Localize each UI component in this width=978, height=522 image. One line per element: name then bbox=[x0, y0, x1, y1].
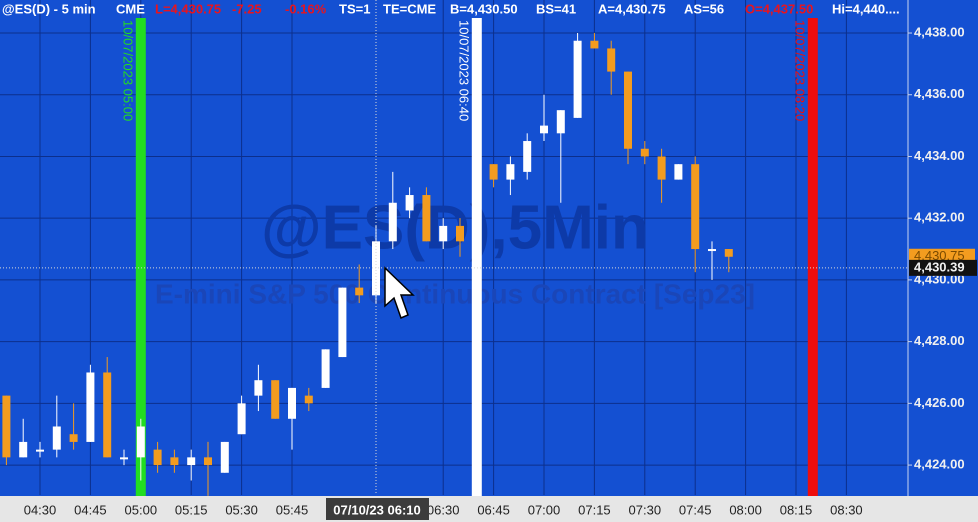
candle-body bbox=[338, 287, 347, 358]
candle-body bbox=[2, 395, 11, 458]
time-marker bbox=[807, 18, 818, 496]
y-tick-label: 4,436.00 bbox=[914, 86, 965, 101]
header-field: O=4,437.50 bbox=[745, 1, 813, 16]
candle-body bbox=[540, 125, 548, 134]
candle-body bbox=[573, 40, 582, 118]
candle-body bbox=[674, 164, 683, 180]
header-field: TS=1 bbox=[339, 1, 370, 16]
crosshair-price-label: 4,430.39 bbox=[914, 259, 965, 274]
time-marker-label: 10/07/2023 05:00 bbox=[120, 20, 135, 121]
header-field: -7.25 bbox=[232, 1, 262, 16]
time-marker bbox=[135, 18, 146, 496]
candle-body bbox=[708, 249, 716, 252]
candle-body bbox=[204, 457, 212, 466]
candle-body bbox=[691, 164, 700, 250]
candle-body bbox=[657, 156, 666, 180]
candle-body bbox=[19, 441, 28, 458]
header-field: L=4,430.75 bbox=[155, 1, 221, 16]
last-price-label: 4,430.75 bbox=[914, 248, 965, 263]
candle-body bbox=[254, 380, 263, 396]
candle-body bbox=[120, 457, 128, 460]
candle-body bbox=[321, 349, 330, 388]
candle-body bbox=[355, 287, 364, 296]
x-tick-label: 07:45 bbox=[679, 502, 712, 517]
y-tick-label: 4,426.00 bbox=[914, 395, 965, 410]
candle-body bbox=[556, 110, 565, 134]
y-tick-label: 4,438.00 bbox=[914, 24, 965, 39]
y-tick-label: 4,424.00 bbox=[914, 457, 965, 472]
crosshair-time-label: 07/10/23 06:10 bbox=[333, 502, 420, 517]
crosshair-price-box bbox=[909, 259, 977, 276]
header-field: AS=56 bbox=[684, 1, 724, 16]
candle-body bbox=[69, 434, 78, 442]
x-tick-label: 05:15 bbox=[175, 502, 208, 517]
x-tick-label: 05:45 bbox=[276, 502, 309, 517]
time-marker bbox=[471, 18, 482, 496]
candle-body bbox=[170, 457, 179, 466]
header-field: TE=CME bbox=[383, 1, 436, 16]
candle-body bbox=[607, 48, 616, 72]
candle-body bbox=[103, 372, 112, 458]
header-field: A=4,430.75 bbox=[598, 1, 666, 16]
header-field: BS=41 bbox=[536, 1, 576, 16]
watermark-subtitle: E-mini S&P 500 Continuous Contract [Sep2… bbox=[155, 278, 755, 309]
candle-body bbox=[422, 195, 431, 242]
x-tick-label: 07:00 bbox=[528, 502, 561, 517]
candle-body bbox=[724, 249, 733, 257]
candle-body bbox=[456, 225, 464, 242]
candle-body bbox=[640, 148, 649, 157]
candle-body bbox=[153, 449, 162, 466]
candle-body bbox=[288, 387, 296, 419]
candle-body bbox=[439, 225, 448, 242]
crosshair-time-box bbox=[326, 498, 429, 520]
candle-body bbox=[237, 403, 246, 435]
candle-body bbox=[187, 457, 196, 466]
time-axis-background bbox=[0, 496, 978, 522]
candle-body bbox=[590, 40, 599, 49]
header-field: B=4,430.50 bbox=[450, 1, 518, 16]
y-tick-label: 4,434.00 bbox=[914, 148, 965, 163]
candle-body bbox=[405, 195, 414, 211]
x-tick-label: 04:30 bbox=[24, 502, 57, 517]
x-tick-label: 06:30 bbox=[427, 502, 460, 517]
candle-body bbox=[36, 449, 44, 452]
candle-body bbox=[523, 141, 532, 172]
header-field: -0.16% bbox=[285, 1, 327, 16]
x-tick-label: 07:15 bbox=[578, 502, 611, 517]
candle-body bbox=[624, 71, 632, 149]
x-tick-label: 04:45 bbox=[74, 502, 107, 517]
candle-body bbox=[136, 426, 145, 458]
time-marker-label: 10/07/2023 08:20 bbox=[792, 20, 807, 121]
x-tick-label: 08:30 bbox=[830, 502, 863, 517]
header-field: Hi=4,440.... bbox=[832, 1, 900, 16]
y-tick-label: 4,432.00 bbox=[914, 210, 965, 225]
candle-body bbox=[489, 164, 498, 180]
header-field: CME bbox=[116, 1, 145, 16]
mouse-cursor bbox=[384, 266, 415, 320]
candle-body bbox=[52, 426, 61, 450]
candle-body bbox=[372, 241, 380, 296]
x-tick-label: 06:45 bbox=[477, 502, 510, 517]
x-tick-label: 08:15 bbox=[780, 502, 813, 517]
candle-body bbox=[506, 164, 515, 180]
y-tick-label: 4,428.00 bbox=[914, 333, 965, 348]
candle-body bbox=[220, 441, 229, 473]
time-marker-label: 10/07/2023 06:40 bbox=[456, 20, 471, 121]
candle-body bbox=[388, 202, 397, 242]
header-field: @ES(D) - 5 min bbox=[2, 1, 96, 16]
x-tick-label: 05:30 bbox=[225, 502, 258, 517]
x-tick-label: 08:00 bbox=[729, 502, 762, 517]
candle-body bbox=[304, 395, 313, 404]
candle-body bbox=[271, 380, 280, 419]
x-tick-label: 05:00 bbox=[125, 502, 158, 517]
candle-body bbox=[86, 372, 95, 442]
x-tick-label: 07:30 bbox=[629, 502, 662, 517]
watermark: @ES(D),5Min bbox=[261, 193, 649, 262]
